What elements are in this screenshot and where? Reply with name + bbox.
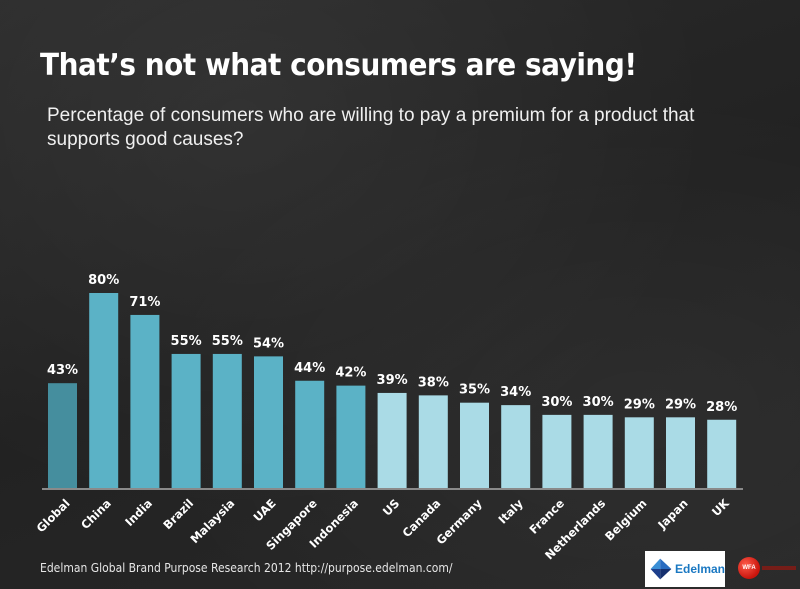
wfa-logo-wordmark xyxy=(762,566,796,570)
value-label: 80% xyxy=(88,273,119,288)
value-label: 30% xyxy=(583,395,614,410)
wfa-logo: WFA xyxy=(738,557,796,579)
category-label: Brazil xyxy=(160,496,196,532)
bars-group xyxy=(48,293,737,488)
page-title: That’s not what consumers are saying! xyxy=(40,48,637,83)
category-label: Malaysia xyxy=(187,496,237,546)
bar-singapore xyxy=(295,380,325,488)
wfa-logo-circle: WFA xyxy=(738,557,760,579)
value-label: 28% xyxy=(706,400,737,415)
bar-uk xyxy=(707,419,737,488)
value-label: 30% xyxy=(541,395,572,410)
value-label: 35% xyxy=(459,383,490,398)
bar-japan xyxy=(666,417,695,488)
bar-indonesia xyxy=(336,385,366,488)
bar-malaysia xyxy=(212,353,242,488)
bar-italy xyxy=(501,405,531,488)
bar-china xyxy=(89,293,119,488)
bar-us xyxy=(377,392,407,488)
bar-germany xyxy=(460,402,489,488)
value-label: 71% xyxy=(129,295,160,310)
value-labels-group: 43% 80% 71% 55% 55% 54% 44% 42% 39% 38% 35% 34% 30% 3… xyxy=(47,273,737,415)
category-label: India xyxy=(122,496,155,529)
value-label: 55% xyxy=(171,334,202,349)
source-citation: Edelman Global Brand Purpose Research 20… xyxy=(40,561,453,575)
value-label: 34% xyxy=(500,385,531,400)
chart-subtitle: Percentage of consumers who are willing … xyxy=(47,105,695,150)
category-label: Germany xyxy=(433,496,485,548)
category-label: Italy xyxy=(495,496,526,527)
category-label: US xyxy=(380,496,402,518)
value-label: 54% xyxy=(253,336,284,351)
value-label: 44% xyxy=(294,361,325,376)
value-label: 38% xyxy=(418,375,449,390)
value-label: 39% xyxy=(377,373,408,388)
edelman-arrow-icon xyxy=(650,558,672,580)
category-label: China xyxy=(78,496,114,532)
category-label: France xyxy=(526,496,567,537)
bar-global xyxy=(48,383,77,488)
bar-canada xyxy=(418,395,448,488)
bar-france xyxy=(542,414,572,488)
category-label: Global xyxy=(34,496,73,535)
bar-belgium xyxy=(624,417,654,488)
edelman-logo-text: Edelman xyxy=(674,562,725,576)
value-label: 29% xyxy=(665,397,696,412)
value-label: 43% xyxy=(47,363,78,378)
category-label: UK xyxy=(709,495,733,519)
category-label: Japan xyxy=(654,496,690,532)
value-label: 42% xyxy=(335,366,366,381)
value-label: 55% xyxy=(212,334,243,349)
bar-uae xyxy=(254,356,283,488)
category-label: UAE xyxy=(251,496,279,524)
category-label: Belgium xyxy=(602,496,649,543)
bar-brazil xyxy=(171,353,201,488)
bar-india xyxy=(130,314,160,488)
bar-netherlands xyxy=(583,414,613,488)
value-label: 29% xyxy=(624,397,655,412)
edelman-logo: Edelman xyxy=(645,551,725,587)
